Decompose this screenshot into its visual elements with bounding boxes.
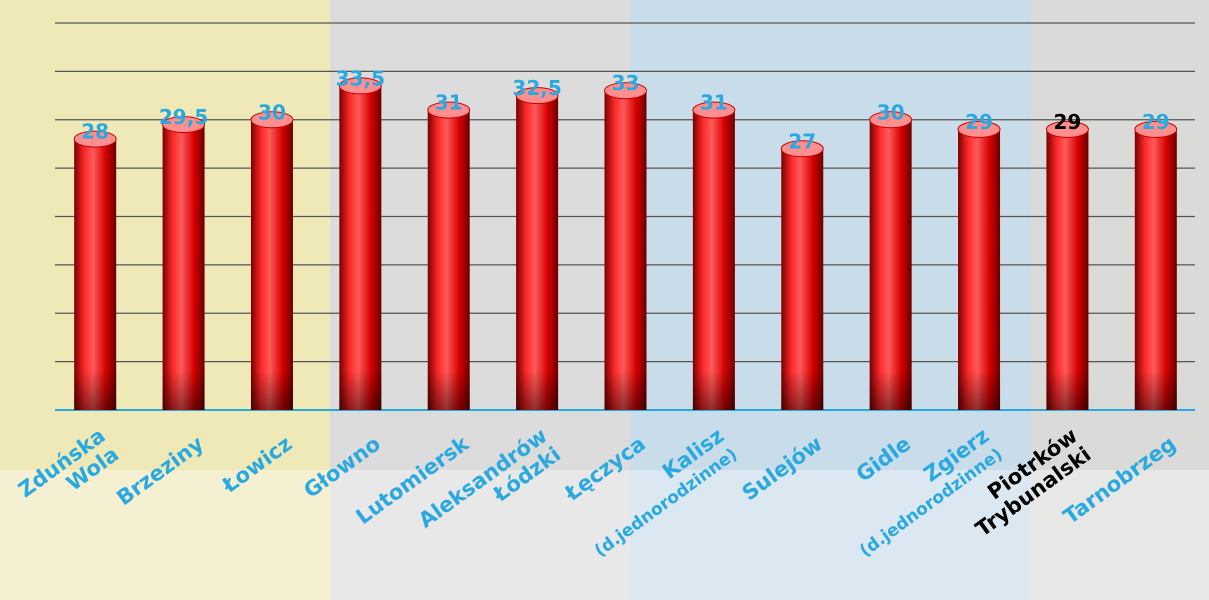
bar bbox=[427, 110, 470, 410]
bar bbox=[162, 124, 205, 411]
bar-shade bbox=[1046, 370, 1089, 410]
bar-top bbox=[692, 101, 736, 119]
value-label: 31 bbox=[435, 91, 463, 115]
bar bbox=[869, 119, 912, 410]
value-label: 27 bbox=[788, 129, 816, 153]
bar bbox=[604, 90, 647, 410]
bar-shade bbox=[339, 370, 382, 410]
value-label: 31 bbox=[700, 91, 728, 115]
bar-top bbox=[73, 130, 117, 148]
bar-top bbox=[869, 111, 913, 129]
value-label: 29 bbox=[1054, 110, 1082, 134]
bar-shade bbox=[516, 370, 559, 410]
value-label: 33 bbox=[612, 71, 640, 95]
bar bbox=[74, 139, 117, 410]
bar-shade bbox=[604, 370, 647, 410]
bar-shade bbox=[781, 370, 824, 410]
bar-shade bbox=[74, 370, 117, 410]
value-label: 33,5 bbox=[336, 66, 385, 90]
bar bbox=[1134, 129, 1177, 411]
bar bbox=[1046, 129, 1089, 411]
bar-top bbox=[780, 140, 824, 158]
bar-shade bbox=[1134, 370, 1177, 410]
bar-shade bbox=[958, 370, 1001, 410]
bar-top bbox=[427, 101, 471, 119]
value-label: 30 bbox=[258, 100, 286, 124]
bar-top bbox=[162, 116, 206, 134]
bar-top bbox=[1134, 120, 1178, 138]
bar-top bbox=[250, 111, 294, 129]
bar-shade bbox=[427, 370, 470, 410]
bar-top bbox=[338, 77, 382, 95]
bar bbox=[781, 148, 824, 410]
bar-top bbox=[515, 87, 559, 105]
bar-top bbox=[1045, 120, 1089, 138]
bar-shade bbox=[162, 370, 205, 410]
bar-shade bbox=[250, 370, 293, 410]
value-label: 28 bbox=[81, 120, 109, 144]
bar-shade bbox=[869, 370, 912, 410]
value-label: 32,5 bbox=[512, 76, 561, 100]
bar bbox=[339, 85, 382, 410]
bar-shade bbox=[692, 370, 735, 410]
bar bbox=[692, 110, 735, 410]
bar bbox=[958, 129, 1001, 411]
bar-top bbox=[604, 82, 647, 100]
value-label: 29 bbox=[1142, 110, 1170, 134]
value-label: 29 bbox=[965, 110, 993, 134]
value-label: 30 bbox=[877, 100, 905, 124]
bar bbox=[516, 95, 559, 410]
value-label: 29,5 bbox=[159, 105, 208, 129]
bar bbox=[250, 119, 293, 410]
bar-top bbox=[957, 120, 1001, 138]
